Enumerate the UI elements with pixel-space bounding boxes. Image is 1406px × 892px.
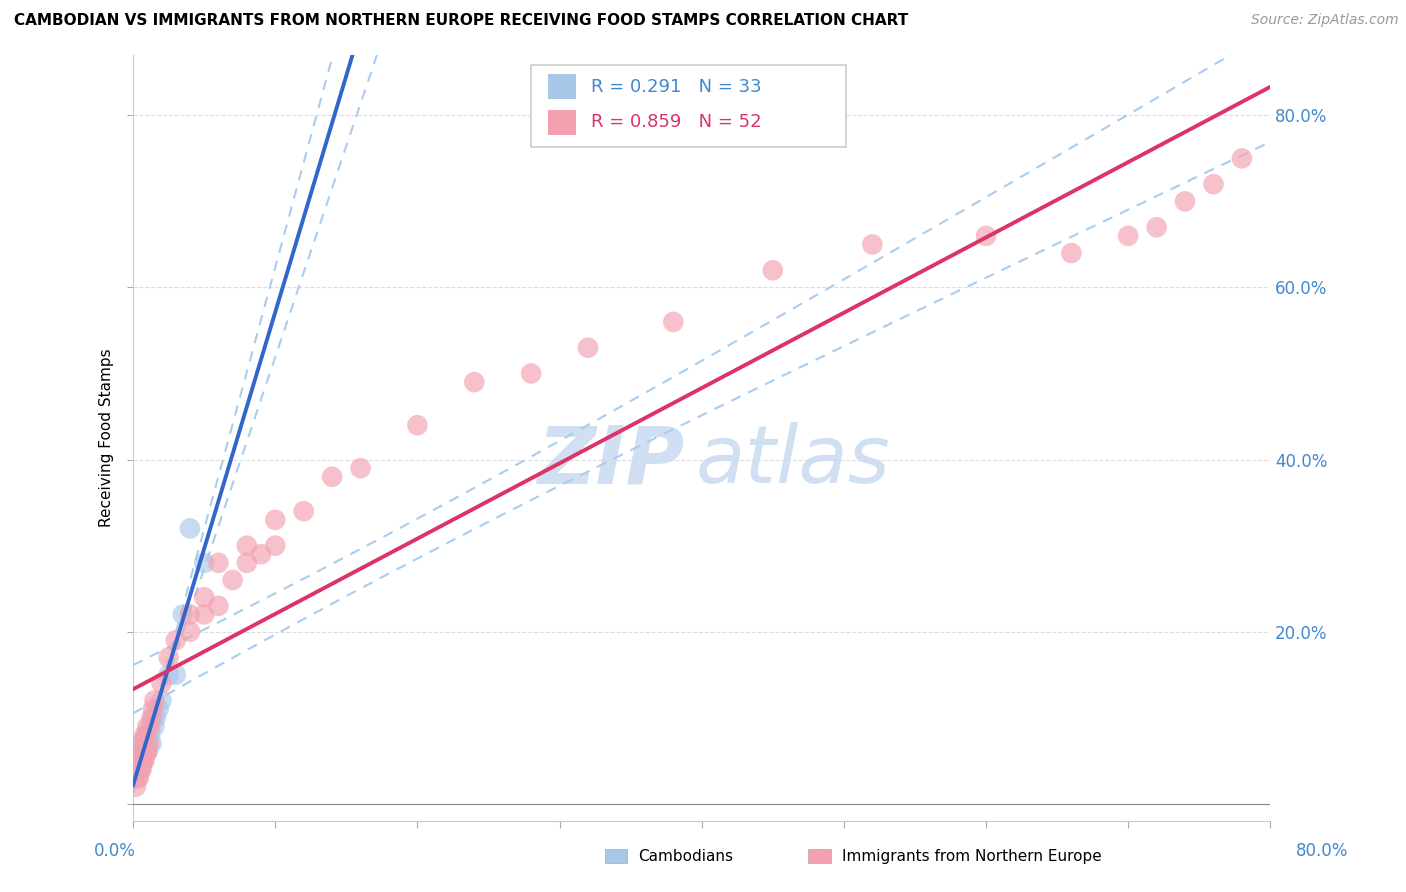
- Point: [135, 737, 157, 751]
- Point: [132, 754, 155, 768]
- Point: [135, 728, 157, 742]
- Text: ZIP: ZIP: [537, 422, 685, 500]
- Point: [150, 693, 173, 707]
- Point: [129, 763, 152, 777]
- Point: [132, 737, 155, 751]
- Point: [264, 513, 287, 527]
- Point: [1060, 246, 1083, 260]
- Point: [145, 711, 167, 725]
- Point: [134, 745, 156, 759]
- Text: CAMBODIAN VS IMMIGRANTS FROM NORTHERN EUROPE RECEIVING FOOD STAMPS CORRELATION C: CAMBODIAN VS IMMIGRANTS FROM NORTHERN EU…: [14, 13, 908, 29]
- Point: [179, 607, 201, 622]
- Point: [974, 228, 997, 243]
- Point: [141, 737, 163, 751]
- Point: [292, 504, 315, 518]
- Point: [131, 754, 153, 768]
- Point: [157, 650, 180, 665]
- Point: [148, 702, 170, 716]
- Point: [221, 573, 243, 587]
- Point: [1202, 178, 1225, 192]
- Point: [136, 745, 159, 759]
- Point: [157, 667, 180, 681]
- Point: [136, 745, 159, 759]
- Point: [193, 556, 215, 570]
- Point: [134, 754, 156, 768]
- Point: [139, 719, 162, 733]
- Point: [128, 771, 150, 785]
- Point: [138, 737, 160, 751]
- Point: [250, 547, 273, 561]
- Point: [236, 539, 259, 553]
- Point: [141, 711, 163, 725]
- Point: [264, 539, 287, 553]
- Text: Immigrants from Northern Europe: Immigrants from Northern Europe: [842, 849, 1102, 863]
- Point: [172, 607, 194, 622]
- Point: [179, 521, 201, 535]
- Point: [132, 737, 155, 751]
- Point: [1146, 220, 1168, 235]
- Point: [131, 745, 153, 759]
- Point: [207, 599, 229, 613]
- Point: [193, 607, 215, 622]
- Point: [125, 763, 148, 777]
- Point: [576, 341, 599, 355]
- Y-axis label: Receiving Food Stamps: Receiving Food Stamps: [100, 349, 114, 527]
- Point: [129, 754, 152, 768]
- Point: [860, 237, 883, 252]
- Point: [129, 763, 152, 777]
- Point: [127, 754, 149, 768]
- Point: [128, 737, 150, 751]
- Point: [136, 728, 159, 742]
- Point: [236, 556, 259, 570]
- Point: [134, 728, 156, 742]
- Point: [131, 763, 153, 777]
- Text: R = 0.859   N = 52: R = 0.859 N = 52: [591, 113, 761, 131]
- Point: [129, 754, 152, 768]
- Point: [127, 745, 149, 759]
- Point: [1174, 194, 1197, 209]
- Point: [142, 702, 165, 716]
- Point: [207, 556, 229, 570]
- Point: [136, 719, 159, 733]
- Point: [131, 745, 153, 759]
- Text: Source: ZipAtlas.com: Source: ZipAtlas.com: [1251, 13, 1399, 28]
- Point: [321, 470, 343, 484]
- Point: [127, 771, 149, 785]
- Text: 0.0%: 0.0%: [94, 842, 136, 860]
- Point: [134, 737, 156, 751]
- Text: 80.0%: 80.0%: [1295, 842, 1348, 860]
- Point: [406, 418, 429, 433]
- Point: [520, 367, 543, 381]
- Point: [165, 633, 187, 648]
- Point: [762, 263, 785, 277]
- Text: R = 0.291   N = 33: R = 0.291 N = 33: [591, 78, 761, 95]
- Point: [138, 737, 160, 751]
- Point: [150, 676, 173, 690]
- Point: [128, 754, 150, 768]
- Text: Cambodians: Cambodians: [638, 849, 734, 863]
- Point: [132, 745, 155, 759]
- Point: [463, 375, 485, 389]
- Point: [1116, 228, 1139, 243]
- Point: [135, 745, 157, 759]
- Point: [143, 693, 166, 707]
- Point: [139, 728, 162, 742]
- Point: [662, 315, 685, 329]
- Point: [129, 745, 152, 759]
- Point: [165, 667, 187, 681]
- Point: [131, 737, 153, 751]
- Point: [143, 719, 166, 733]
- Text: atlas: atlas: [696, 422, 891, 500]
- Point: [125, 780, 148, 794]
- Point: [349, 461, 371, 475]
- Point: [132, 754, 155, 768]
- Point: [179, 624, 201, 639]
- Point: [193, 591, 215, 605]
- Point: [142, 711, 165, 725]
- Point: [135, 745, 157, 759]
- Point: [1230, 152, 1253, 166]
